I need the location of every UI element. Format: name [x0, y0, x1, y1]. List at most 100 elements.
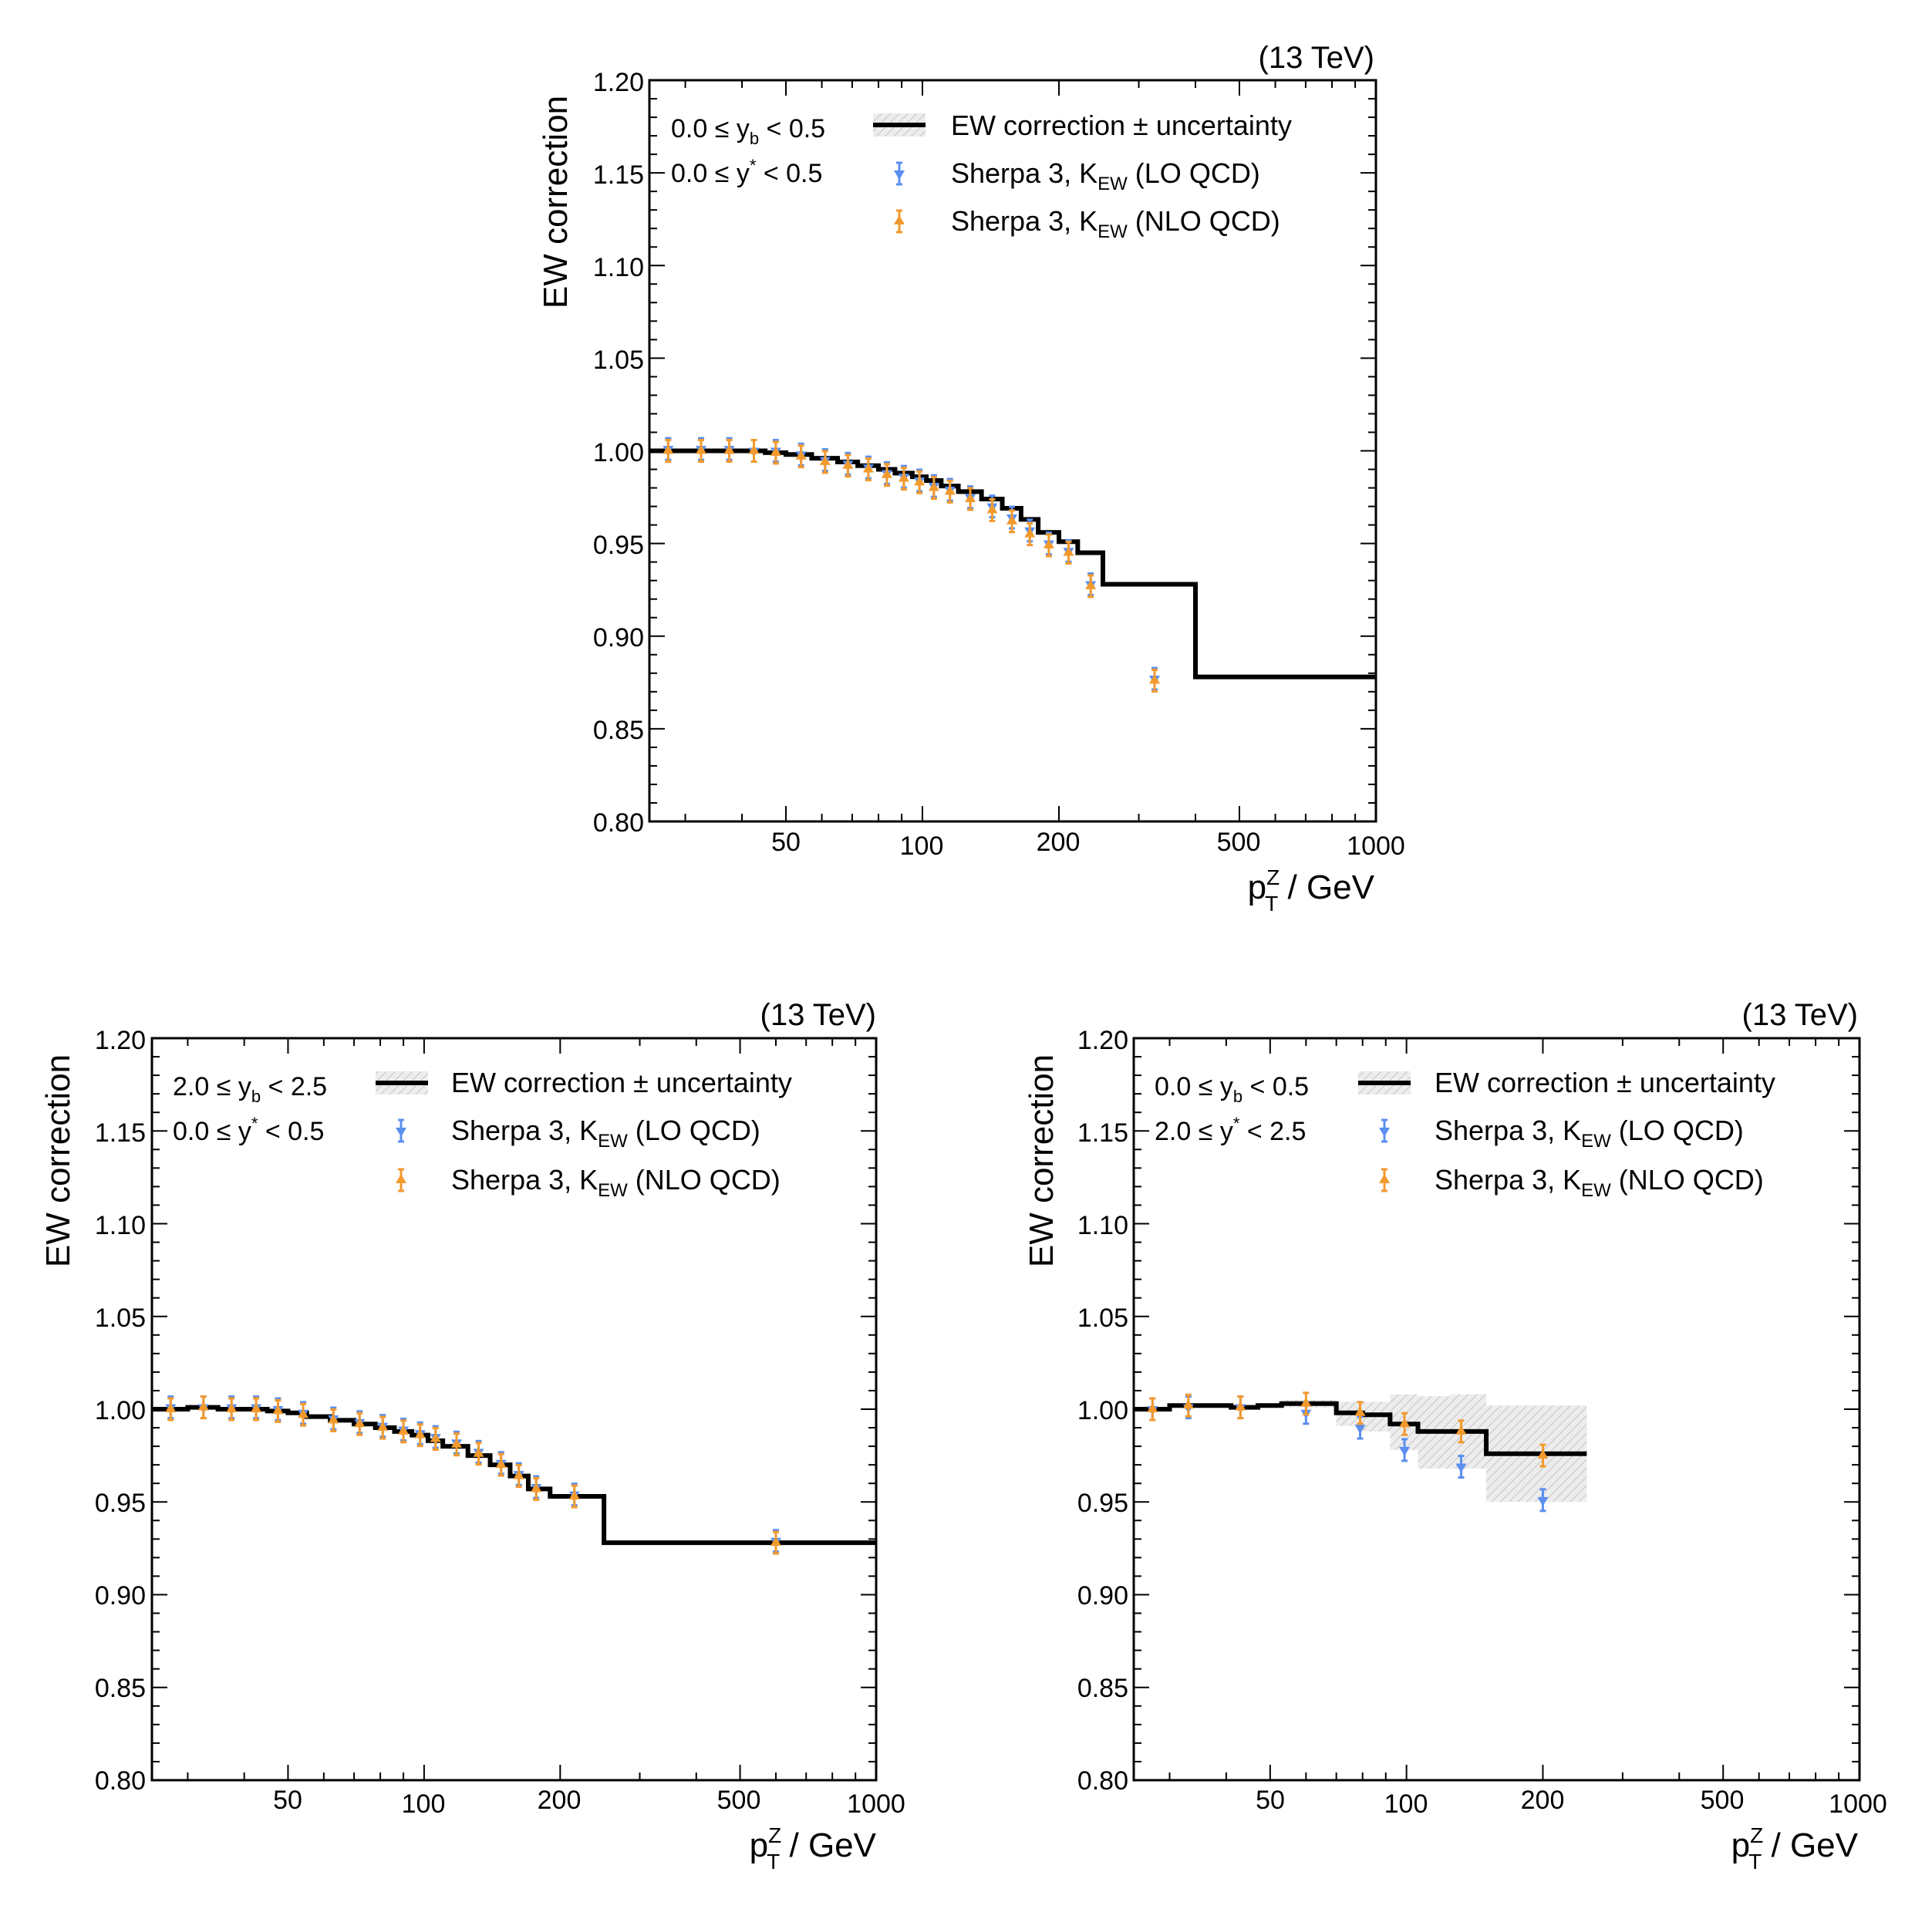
- triangle-up-marker: [414, 1428, 426, 1438]
- xtick-label: 1000: [847, 1789, 905, 1819]
- sherpa-nlo-point: [914, 470, 926, 494]
- sherpa-nlo-point: [1147, 1397, 1158, 1422]
- ytick-label: 0.85: [1077, 1674, 1128, 1703]
- legend-nlo-marker: [396, 1168, 406, 1192]
- legend-lo-label: Sherpa 3, KEW (LO QCD): [951, 157, 1260, 194]
- legend-lo-marker: [1379, 1118, 1390, 1143]
- sherpa-nlo-point: [663, 439, 674, 463]
- y-axis-title: EW correction: [1023, 1054, 1060, 1267]
- x-axis-title: pZ T / GeV: [750, 1823, 877, 1874]
- triangle-up-marker: [663, 444, 674, 454]
- sherpa-nlo-point: [1043, 533, 1054, 558]
- x-axis-title-sup: Z: [768, 1823, 781, 1847]
- energy-label: (13 TeV): [760, 998, 876, 1032]
- ytick-label: 0.90: [593, 623, 644, 653]
- legend-band-label: EW correction ± uncertainty: [1435, 1067, 1775, 1098]
- sherpa-nlo-point: [723, 439, 735, 463]
- triangle-up-marker: [165, 1403, 177, 1412]
- x-axis-title-sub: T: [767, 1850, 780, 1874]
- sherpa-nlo-point: [430, 1426, 441, 1451]
- sherpa-nlo-point: [513, 1464, 524, 1489]
- sherpa-nlo-point: [695, 439, 706, 463]
- sherpa-nlo-point: [398, 1419, 410, 1444]
- x-axis-title-sub: T: [1265, 892, 1278, 916]
- triangle-up-marker: [862, 463, 874, 473]
- sherpa-nlo-point: [451, 1432, 463, 1457]
- triangle-up-marker: [894, 215, 905, 224]
- legend-band-label: EW correction ± uncertainty: [451, 1067, 792, 1098]
- sherpa-nlo-point: [473, 1442, 484, 1466]
- x-axis-title: pZ T / GeV: [1248, 865, 1375, 916]
- ytick-label: 1.05: [1077, 1304, 1128, 1333]
- sherpa-nlo-point: [1455, 1419, 1467, 1444]
- triangle-down-marker: [396, 1128, 406, 1137]
- triangle-up-marker: [1379, 1174, 1390, 1183]
- sherpa-nlo-point: [298, 1402, 309, 1427]
- y-axis-title: EW correction: [39, 1054, 77, 1267]
- ew-correction-step-line: [649, 448, 1376, 680]
- triangle-up-marker: [770, 446, 781, 456]
- triangle-up-marker: [531, 1482, 542, 1492]
- xtick-label: 500: [1701, 1786, 1745, 1815]
- ytick-label: 1.00: [593, 438, 644, 467]
- triangle-down-marker: [1399, 1446, 1411, 1456]
- ew-correction-step-line: [152, 1405, 876, 1546]
- xtick-label: 50: [1256, 1786, 1285, 1815]
- ytick-label: 1.00: [1077, 1396, 1128, 1425]
- triangle-up-marker: [197, 1401, 209, 1411]
- ytick-label: 0.90: [95, 1581, 146, 1611]
- sherpa-nlo-point: [770, 440, 781, 465]
- ytick-label: 0.80: [1077, 1766, 1128, 1796]
- ytick-label: 0.95: [95, 1489, 146, 1518]
- ytick-label: 1.20: [1077, 1026, 1128, 1055]
- x-axis-title-sup: Z: [1266, 865, 1280, 889]
- ytick-label: 1.15: [95, 1118, 146, 1148]
- legend-lo-label: Sherpa 3, KEW (LO QCD): [451, 1115, 760, 1152]
- legend-lo-marker: [894, 161, 905, 186]
- triangle-up-marker: [1399, 1418, 1411, 1428]
- triangle-down-marker: [894, 170, 905, 180]
- sherpa-nlo-point: [495, 1452, 507, 1477]
- triangle-up-marker: [495, 1459, 507, 1469]
- triangle-down-marker: [1537, 1496, 1549, 1506]
- sherpa-nlo-point: [1300, 1391, 1312, 1416]
- legend-band-label: EW correction ± uncertainty: [951, 110, 1292, 141]
- xtick-label: 200: [1037, 828, 1081, 857]
- ytick-label: 0.95: [593, 531, 644, 560]
- legend-nlo-symbol: [894, 209, 905, 234]
- triangle-up-marker: [1300, 1397, 1312, 1407]
- sherpa-nlo-point: [531, 1476, 542, 1501]
- legend-nlo-marker: [1379, 1168, 1390, 1192]
- sherpa-nlo-point: [1354, 1401, 1366, 1425]
- triangle-up-marker: [881, 468, 892, 478]
- panel-top-frame: [648, 79, 1377, 823]
- triangle-up-marker: [1063, 546, 1074, 556]
- sherpa-nlo-point: [414, 1423, 426, 1448]
- legend-lo-label: Sherpa 3, KEW (LO QCD): [1435, 1115, 1744, 1152]
- xtick-label: 100: [900, 831, 944, 861]
- triangle-up-marker: [1537, 1449, 1549, 1459]
- triangle-up-marker: [965, 492, 976, 502]
- sherpa-nlo-point: [1024, 522, 1036, 547]
- triangle-up-marker: [1182, 1399, 1194, 1409]
- x-axis-title: pZ T / GeV: [1731, 1823, 1859, 1874]
- sherpa-nlo-point: [354, 1412, 366, 1436]
- triangle-up-marker: [251, 1403, 262, 1412]
- ytick-label: 1.10: [593, 253, 644, 282]
- triangle-up-marker: [272, 1405, 284, 1415]
- triangle-up-marker: [1235, 1401, 1246, 1411]
- xtick-label: 200: [1521, 1786, 1565, 1815]
- sherpa-nlo-point: [377, 1415, 389, 1440]
- triangle-up-marker: [723, 444, 735, 454]
- cut-label-ystar: 0.0 ≤ y* < 0.5: [671, 156, 822, 188]
- triangle-up-marker: [1148, 674, 1160, 684]
- triangle-up-marker: [354, 1418, 366, 1428]
- sherpa-nlo-point: [795, 444, 807, 469]
- x-axis-title-unit: / GeV: [780, 1826, 876, 1864]
- ytick-label: 0.90: [1077, 1581, 1128, 1611]
- cut-label-yb: 0.0 ≤ yb < 0.5: [1155, 1072, 1309, 1106]
- sherpa-nlo-point: [1235, 1395, 1246, 1420]
- x-axis-title-p: p: [1731, 1826, 1750, 1864]
- x-axis-title-unit: / GeV: [1762, 1826, 1858, 1864]
- triangle-up-marker: [1024, 528, 1036, 538]
